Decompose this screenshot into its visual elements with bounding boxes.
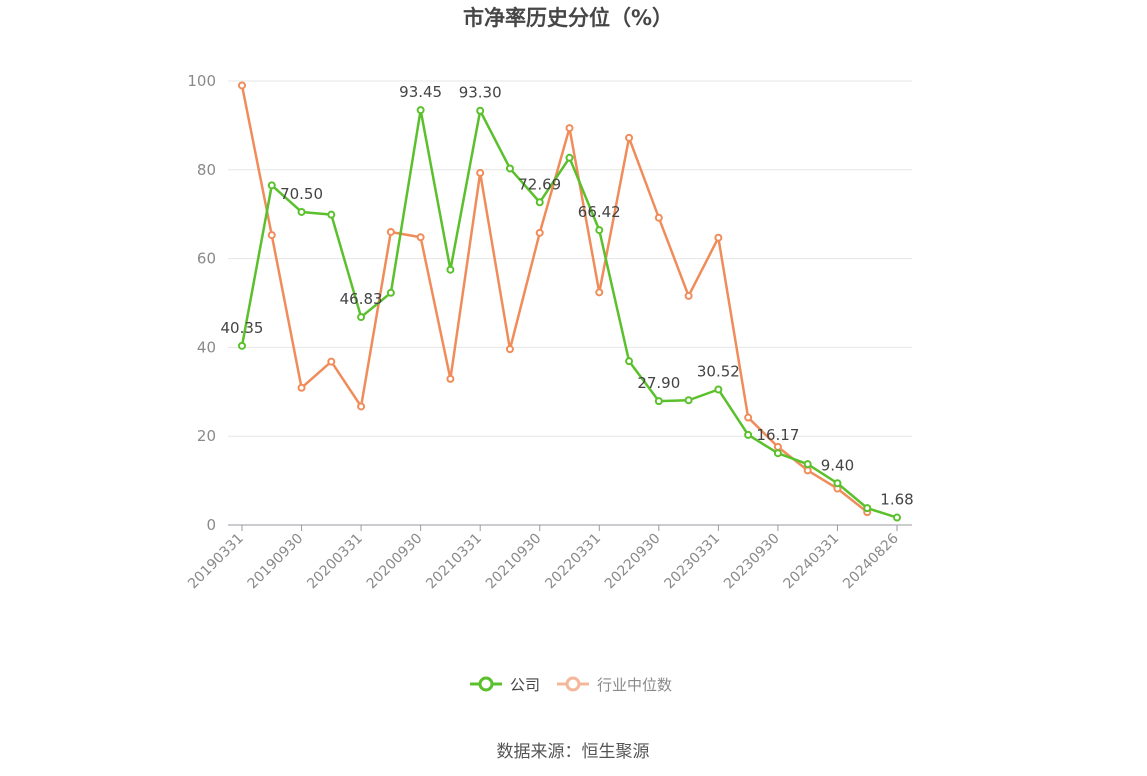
x-tick-label: 20220930: [602, 531, 664, 593]
data-point[interactable]: [416, 233, 425, 242]
x-tick-label: 20230930: [721, 531, 783, 593]
data-point[interactable]: [267, 231, 276, 240]
data-label: 46.83: [340, 290, 383, 308]
data-label: 1.68: [880, 491, 913, 509]
data-label: 93.45: [399, 83, 442, 101]
x-tick-label: 20240826: [840, 530, 902, 592]
y-tick-label: 80: [197, 161, 216, 179]
data-point[interactable]: [684, 291, 693, 300]
data-point[interactable]: [386, 227, 395, 236]
data-point[interactable]: [297, 383, 306, 392]
data-point[interactable]: [416, 106, 425, 115]
data-point[interactable]: [803, 460, 812, 469]
data-label: 30.52: [697, 362, 740, 380]
x-tick-label: 20200930: [364, 531, 426, 593]
legend-label-company: 公司: [510, 676, 540, 694]
data-point[interactable]: [386, 288, 395, 297]
x-tick-label: 20210930: [483, 531, 545, 593]
legend-label-industry-median: 行业中位数: [597, 676, 672, 694]
data-point[interactable]: [505, 164, 514, 173]
chart-title: 市净率历史分位（%）: [463, 6, 673, 30]
data-point[interactable]: [654, 213, 663, 222]
grid-lines: [228, 80, 912, 526]
data-point[interactable]: [833, 479, 842, 488]
data-point[interactable]: [863, 504, 872, 513]
legend-marker-icon: [478, 676, 494, 692]
series-line: [240, 85, 869, 514]
y-tick-label: 100: [187, 72, 216, 90]
y-tick-label: 20: [197, 427, 216, 445]
series-company: [238, 106, 901, 522]
x-tick-label: 20200331: [304, 531, 366, 593]
data-point[interactable]: [476, 168, 485, 177]
data-point[interactable]: [446, 374, 455, 383]
data-label: 40.35: [221, 319, 264, 337]
data-point[interactable]: [654, 397, 663, 406]
data-point[interactable]: [773, 449, 782, 458]
data-point[interactable]: [267, 181, 276, 190]
data-point[interactable]: [684, 396, 693, 405]
data-label: 27.90: [637, 374, 680, 392]
data-point[interactable]: [595, 288, 604, 297]
data-point[interactable]: [565, 124, 574, 133]
data-label: 70.50: [280, 185, 323, 203]
data-point[interactable]: [535, 198, 544, 207]
x-tick-label: 20230331: [661, 531, 723, 593]
data-point[interactable]: [744, 413, 753, 422]
x-tick-label: 20190331: [185, 531, 247, 593]
data-label: 9.40: [821, 456, 854, 474]
data-point[interactable]: [714, 385, 723, 394]
data-point[interactable]: [625, 357, 634, 366]
data-label: 93.30: [459, 84, 502, 102]
x-tick-label: 20210331: [423, 531, 485, 593]
data-point[interactable]: [327, 357, 336, 366]
legend-item-company[interactable]: 公司: [470, 676, 540, 694]
x-axis: 2019033120190930202003312020093020210331…: [185, 525, 902, 592]
data-label: 66.42: [578, 203, 621, 221]
data-point[interactable]: [238, 341, 246, 350]
x-tick-label: 20220331: [542, 531, 604, 593]
y-tick-label: 0: [206, 516, 216, 534]
y-tick-label: 60: [197, 250, 216, 268]
data-point[interactable]: [476, 106, 485, 115]
data-point[interactable]: [446, 265, 455, 274]
data-point[interactable]: [357, 313, 366, 322]
series-layer: [238, 81, 901, 522]
data-point[interactable]: [297, 207, 306, 216]
data-point[interactable]: [714, 233, 723, 242]
data-point[interactable]: [357, 402, 366, 411]
data-point[interactable]: [565, 153, 574, 162]
data-point[interactable]: [238, 81, 246, 90]
data-point[interactable]: [327, 210, 336, 219]
data-point[interactable]: [625, 133, 634, 142]
data-point[interactable]: [893, 513, 901, 522]
data-point[interactable]: [773, 442, 782, 451]
series-line: [240, 108, 898, 519]
x-tick-label: 20190930: [245, 531, 307, 593]
data-point[interactable]: [744, 430, 753, 439]
x-tick-label: 20240331: [781, 531, 843, 593]
data-label: 16.17: [756, 426, 799, 444]
legend: 公司 行业中位数: [470, 676, 672, 694]
data-labels: 40.35 70.50 46.83 93.45 93.30 72.69 66.42 27.90…: [221, 83, 914, 508]
y-axis: 0 20 40 60 80 100: [187, 72, 216, 534]
legend-item-industry-median[interactable]: 行业中位数: [557, 676, 672, 694]
data-source: 数据来源：恒生聚源: [497, 742, 650, 762]
legend-marker-icon: [565, 676, 581, 692]
data-point[interactable]: [505, 345, 514, 354]
data-label: 72.69: [518, 175, 561, 193]
data-point[interactable]: [803, 466, 812, 475]
data-point[interactable]: [535, 228, 544, 237]
y-tick-label: 40: [197, 338, 216, 356]
data-point[interactable]: [595, 226, 604, 235]
